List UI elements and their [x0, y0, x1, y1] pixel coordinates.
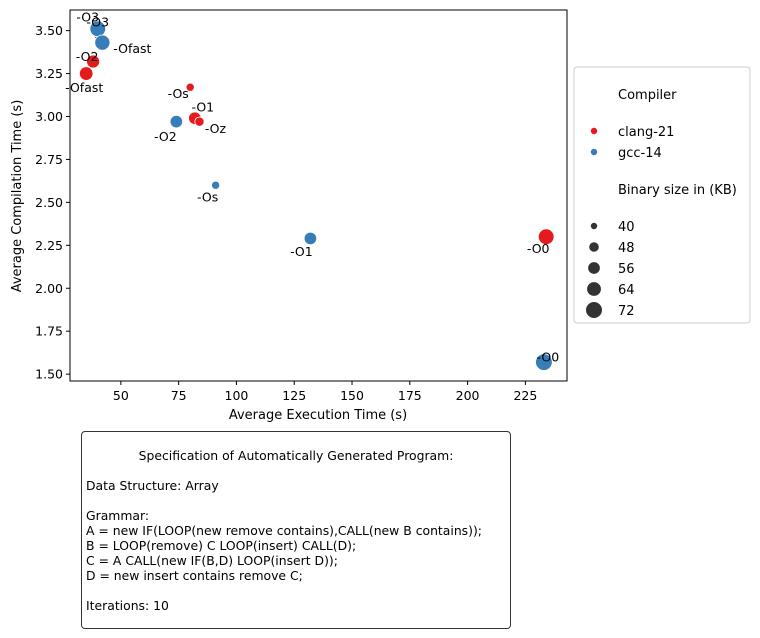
y-tick-label: 3.25 — [35, 66, 63, 81]
y-axis-ticks: 1.50 1.75 2.00 2.25 2.50 2.75 3.00 3.25 3.50 — [35, 23, 70, 382]
legend-label-gcc-14: gcc-14 — [618, 146, 662, 161]
x-axis-label: Average Execution Time (s) — [229, 408, 407, 423]
point-label-clang-21-O0: -O0 — [527, 241, 550, 256]
point-label-clang-21-O2: -O2 — [76, 49, 99, 64]
point-label-clang-21-O3: -O3 — [76, 9, 99, 24]
program-spec-box: Specification of Automatically Generated… — [81, 431, 511, 629]
data-point-gcc-14-Os — [211, 180, 221, 190]
x-axis-ticks: 50 75 100 125 150 175 200 225 — [113, 381, 537, 403]
legend-size-label: 56 — [618, 262, 635, 277]
data-point-clang-21-Os — [185, 82, 195, 92]
plot-area — [69, 9, 568, 382]
point-label-gcc-14-O0: -O0 — [537, 350, 560, 365]
spec-rule-b: B = LOOP(remove) C LOOP(insert) CALL(D); — [86, 538, 357, 553]
legend-marker-gcc-14 — [590, 147, 599, 156]
x-tick-label: 150 — [340, 388, 364, 403]
legend-label-clang-21: clang-21 — [618, 125, 674, 140]
y-tick-label: 2.00 — [35, 281, 63, 296]
point-labels: -O3-O2-Ofast -Os-O1-Oz-O0-O3-Ofast-O2-Os-… — [65, 9, 559, 364]
point-label-gcc-14-Ofast: -Ofast — [113, 41, 151, 56]
y-tick-label: 2.50 — [35, 195, 63, 210]
legend-size-label: 72 — [618, 304, 635, 319]
legend-size-entries: 40 48 56 64 72 — [585, 220, 635, 319]
spec-rule-c: C = A CALL(new IF(B,D) LOOP(insert D)); — [86, 553, 338, 568]
x-tick-label: 225 — [513, 388, 537, 403]
data-point-clang-21-O2 — [86, 54, 101, 69]
data-point-clang-21-Oz — [194, 116, 205, 127]
data-points — [78, 20, 555, 371]
y-tick-label: 3.50 — [35, 23, 63, 38]
x-tick-label: 50 — [113, 388, 129, 403]
scatter-chart: 50 75 100 125 150 175 200 225 1.50 1.75 2.00 2.25 2… — [10, 9, 751, 423]
y-tick-label: 2.75 — [35, 152, 63, 167]
legend: Compiler clang-21 gcc-14 Binary size in … — [573, 66, 751, 324]
legend-size-marker — [585, 301, 603, 319]
point-label-gcc-14-O2: -O2 — [154, 129, 177, 144]
data-point-gcc-14-O1 — [303, 231, 318, 246]
legend-hue-title: Compiler — [618, 88, 677, 103]
point-label-gcc-14-Os: -Os — [197, 190, 218, 205]
legend-size-marker — [588, 241, 600, 253]
point-label-clang-21-Os: -Os — [168, 86, 189, 101]
data-point-gcc-14-Ofast — [94, 34, 111, 51]
spec-rule-a: A = new IF(LOOP(new remove contains),CAL… — [86, 523, 482, 538]
data-point-gcc-14-O0 — [535, 353, 553, 371]
spec-title: Specification of Automatically Generated… — [138, 448, 454, 463]
legend-size-marker — [586, 281, 602, 297]
point-label-clang-21-Oz: -Oz — [205, 121, 227, 136]
x-tick-label: 100 — [225, 388, 249, 403]
y-tick-label: 3.00 — [35, 109, 63, 124]
spec-data-structure: Data Structure: Array — [86, 478, 219, 493]
y-tick-label: 2.25 — [35, 238, 63, 253]
y-axis-label: Average Compilation Time (s) — [10, 100, 25, 293]
point-label-clang-21-O1: -O1 — [191, 100, 214, 115]
legend-size-label: 48 — [618, 241, 635, 256]
x-tick-label: 175 — [398, 388, 422, 403]
legend-marker-clang-21 — [590, 127, 599, 136]
legend-size-marker — [590, 221, 599, 230]
spec-iterations: Iterations: 10 — [86, 598, 169, 613]
point-label-clang-21-Ofast: -Ofast — [65, 80, 103, 95]
point-label-gcc-14-O3: -O3 — [86, 14, 109, 29]
data-point-clang-21-Ofast — [78, 66, 94, 81]
data-point-clang-21-O0 — [537, 228, 555, 245]
spec-rule-d: D = new insert contains remove C; — [86, 568, 303, 583]
legend-size-marker — [587, 261, 601, 275]
y-tick-label: 1.50 — [35, 367, 63, 382]
legend-size-label: 64 — [618, 283, 635, 298]
legend-size-title: Binary size in (KB) — [618, 183, 737, 198]
legend-frame — [573, 66, 751, 324]
x-tick-label: 200 — [456, 388, 480, 403]
spec-grammar-title: Grammar: — [86, 508, 150, 523]
x-tick-label: 125 — [282, 388, 306, 403]
point-label-gcc-14-O1: -O1 — [290, 244, 313, 259]
data-point-gcc-14-O2 — [169, 114, 184, 129]
y-tick-label: 1.75 — [35, 324, 63, 339]
legend-size-label: 40 — [618, 220, 635, 235]
x-tick-label: 75 — [171, 388, 187, 403]
